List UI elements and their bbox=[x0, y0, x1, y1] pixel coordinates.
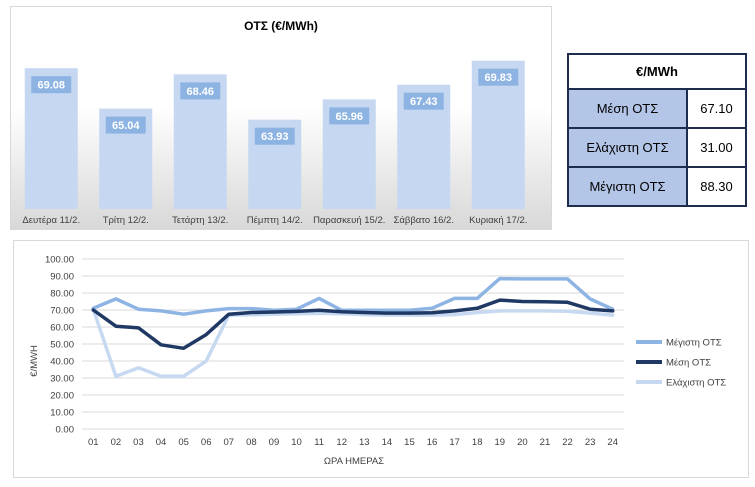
summary-value: 67.10 bbox=[686, 88, 747, 129]
category-label: Κυριακή 17/2. bbox=[469, 215, 527, 226]
summary-value: 88.30 bbox=[686, 166, 747, 207]
line-chart-svg: 0.00 10.00 20.00 30.00 40.00 50.00 60.00 70.00 8… bbox=[29, 255, 726, 468]
category-label: Τρίτη 12/2. bbox=[103, 215, 149, 226]
bar-label-box bbox=[403, 92, 444, 110]
summary-label: Μέγιστη ΟΤΣ bbox=[567, 166, 688, 207]
x-tick-label: 22 bbox=[562, 437, 573, 448]
x-tick-label: 02 bbox=[111, 437, 122, 448]
x-tick-label: 01 bbox=[88, 437, 99, 448]
series-line bbox=[91, 298, 615, 351]
bar-data-label: 65.96 bbox=[335, 111, 363, 123]
summary-row-min: Ελάχιστη ΟΤΣ 31.00 bbox=[567, 127, 747, 168]
x-tick-label: 04 bbox=[156, 437, 167, 448]
bar-data-label: 69.83 bbox=[484, 72, 512, 84]
summary-header-row: €/MWh bbox=[567, 53, 747, 90]
summary-table: €/MWh Μέση ΟΤΣ 67.10 Ελάχιστη ΟΤΣ 31.00 … bbox=[567, 53, 747, 207]
hourly-price-line-chart: 0.00 10.00 20.00 30.00 40.00 50.00 60.00 70.00 8… bbox=[13, 240, 749, 478]
legend-label: Μέση ΟΤΣ bbox=[666, 358, 711, 369]
bar-label-box bbox=[180, 82, 221, 100]
x-tick-label: 10 bbox=[291, 437, 302, 448]
x-tick-label: 12 bbox=[336, 437, 347, 448]
category-label: Πέμπτη 14/2. bbox=[247, 215, 303, 226]
x-axis-title: ΩΡΑ ΗΜΕΡΑΣ bbox=[324, 456, 384, 467]
summary-header: €/MWh bbox=[567, 53, 747, 90]
x-tick-label: 08 bbox=[246, 437, 257, 448]
bar-data-label: 67.43 bbox=[410, 96, 438, 108]
x-tick-label: 19 bbox=[495, 437, 506, 448]
y-tick-label: 0.00 bbox=[56, 425, 75, 436]
x-tick-label: 07 bbox=[224, 437, 235, 448]
x-tick-label: 18 bbox=[472, 437, 483, 448]
series-line bbox=[91, 276, 615, 316]
x-tick-label: 14 bbox=[382, 437, 393, 448]
bar-label-box bbox=[105, 116, 146, 134]
y-tick-label: 90.00 bbox=[50, 272, 74, 283]
x-tick-label: 13 bbox=[359, 437, 370, 448]
bar-data-label: 68.46 bbox=[186, 86, 214, 98]
summary-value: 31.00 bbox=[686, 127, 747, 168]
x-tick-label: 17 bbox=[449, 437, 460, 448]
x-tick-label: 11 bbox=[314, 437, 324, 448]
x-tick-label: 23 bbox=[585, 437, 596, 448]
chart-title: ΟΤΣ (€/MWh) bbox=[244, 19, 318, 33]
legend-label: Ελάχιστη ΟΤΣ bbox=[666, 378, 726, 389]
y-tick-label: 40.00 bbox=[50, 357, 74, 368]
y-tick-label: 100.00 bbox=[45, 255, 74, 266]
summary-row-avg: Μέση ΟΤΣ 67.10 bbox=[567, 88, 747, 129]
bar-data-label: 65.04 bbox=[112, 120, 140, 132]
bar-data-label: 69.08 bbox=[37, 80, 65, 92]
bar-data-label: 63.93 bbox=[261, 131, 289, 143]
x-tick-label: 03 bbox=[133, 437, 144, 448]
bar-label-box bbox=[31, 76, 72, 94]
x-tick-label: 05 bbox=[178, 437, 189, 448]
x-tick-label: 09 bbox=[269, 437, 280, 448]
bar-label-box bbox=[478, 68, 519, 86]
y-axis-title: €/MWH bbox=[29, 345, 40, 377]
series-line bbox=[91, 307, 615, 379]
summary-row-max: Μέγιστη ΟΤΣ 88.30 bbox=[567, 166, 747, 207]
y-tick-label: 30.00 bbox=[50, 374, 74, 385]
bar-label-box bbox=[329, 107, 370, 125]
x-tick-label: 20 bbox=[517, 437, 528, 448]
x-tick-label: 15 bbox=[404, 437, 415, 448]
category-label: Σάββατο 16/2. bbox=[394, 215, 454, 226]
x-tick-label: 21 bbox=[540, 437, 551, 448]
y-tick-label: 10.00 bbox=[50, 408, 74, 419]
summary-label: Μέση ΟΤΣ bbox=[567, 88, 688, 129]
summary-label: Ελάχιστη ΟΤΣ bbox=[567, 127, 688, 168]
bar-label-box bbox=[254, 127, 295, 145]
y-tick-label: 60.00 bbox=[50, 323, 74, 334]
bar-chart-svg: ΟΤΣ (€/MWh) 69.08 Δευτέρα 11/2. 65.04 Τρίτη … bbox=[22, 13, 527, 226]
y-tick-label: 70.00 bbox=[50, 306, 74, 317]
y-tick-label: 80.00 bbox=[50, 289, 74, 300]
chart-title-box bbox=[214, 13, 348, 37]
x-tick-label: 24 bbox=[607, 437, 618, 448]
category-label: Δευτέρα 11/2. bbox=[22, 215, 80, 226]
y-tick-label: 20.00 bbox=[50, 391, 74, 402]
x-tick-label: 16 bbox=[427, 437, 438, 448]
legend-label: Μέγιστη ΟΤΣ bbox=[666, 338, 722, 349]
y-tick-label: 50.00 bbox=[50, 340, 74, 351]
x-tick-label: 06 bbox=[201, 437, 212, 448]
category-label: Τετάρτη 13/2. bbox=[172, 215, 228, 226]
category-label: Παρασκευή 15/2. bbox=[313, 215, 385, 226]
daily-price-bar-chart: ΟΤΣ (€/MWh) 69.08 Δευτέρα 11/2. 65.04 Τρίτη … bbox=[10, 6, 552, 230]
